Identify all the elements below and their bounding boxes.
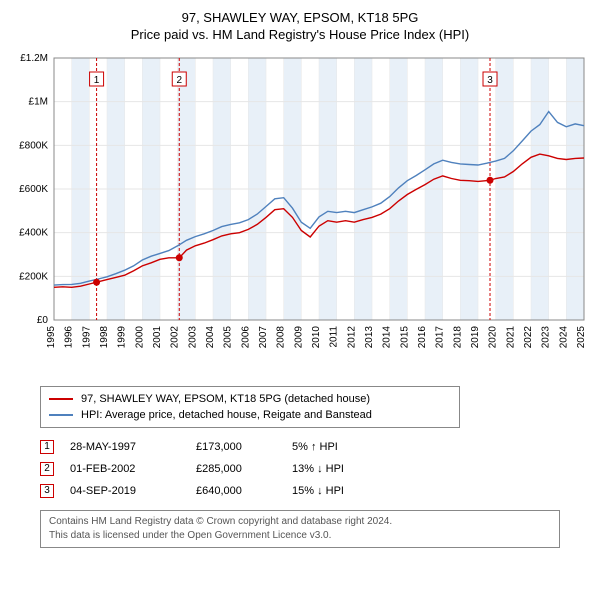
svg-text:2018: 2018 xyxy=(452,326,463,349)
svg-text:2020: 2020 xyxy=(488,326,499,349)
event-delta: 13% ↓ HPI xyxy=(292,458,402,480)
legend-row: 97, SHAWLEY WAY, EPSOM, KT18 5PG (detach… xyxy=(49,391,451,407)
svg-text:2008: 2008 xyxy=(276,326,287,349)
svg-text:2009: 2009 xyxy=(293,326,304,349)
svg-text:2001: 2001 xyxy=(152,326,163,349)
footer-line-2: This data is licensed under the Open Gov… xyxy=(49,529,551,543)
svg-text:2019: 2019 xyxy=(470,326,481,349)
svg-text:2007: 2007 xyxy=(258,326,269,349)
legend: 97, SHAWLEY WAY, EPSOM, KT18 5PG (detach… xyxy=(40,386,460,428)
svg-text:2016: 2016 xyxy=(417,326,428,349)
svg-text:1995: 1995 xyxy=(46,326,57,349)
svg-text:£800K: £800K xyxy=(19,140,48,151)
svg-text:2024: 2024 xyxy=(558,326,569,349)
svg-text:2023: 2023 xyxy=(541,326,552,349)
svg-text:2005: 2005 xyxy=(223,326,234,349)
svg-text:2002: 2002 xyxy=(170,326,181,349)
legend-label: HPI: Average price, detached house, Reig… xyxy=(81,407,372,423)
event-list: 1 28-MAY-1997 £173,000 5% ↑ HPI 2 01-FEB-2002… xyxy=(40,436,590,502)
svg-text:1: 1 xyxy=(94,75,100,86)
event-row: 1 28-MAY-1997 £173,000 5% ↑ HPI xyxy=(40,436,590,458)
svg-text:1996: 1996 xyxy=(64,326,75,349)
event-price: £285,000 xyxy=(196,458,276,480)
legend-swatch xyxy=(49,414,73,416)
footer-line-1: Contains HM Land Registry data © Crown c… xyxy=(49,515,551,529)
chart-svg: £0 £200K £400K £600K £800K £1M £1.2M 1995 1996 19… xyxy=(10,50,590,380)
svg-text:£1.2M: £1.2M xyxy=(20,53,48,64)
event-date: 28-MAY-1997 xyxy=(70,436,180,458)
svg-text:2004: 2004 xyxy=(205,326,216,349)
svg-text:2015: 2015 xyxy=(399,326,410,349)
legend-swatch xyxy=(49,398,73,400)
event-marker: 2 xyxy=(40,462,54,476)
event-row: 2 01-FEB-2002 £285,000 13% ↓ HPI xyxy=(40,458,590,480)
svg-text:2013: 2013 xyxy=(364,326,375,349)
svg-text:£0: £0 xyxy=(37,315,49,326)
svg-text:£600K: £600K xyxy=(19,184,48,195)
svg-text:£200K: £200K xyxy=(19,271,48,282)
event-marker: 3 xyxy=(40,484,54,498)
svg-text:2010: 2010 xyxy=(311,326,322,349)
svg-text:2017: 2017 xyxy=(435,326,446,349)
svg-text:2021: 2021 xyxy=(505,326,516,349)
event-date: 01-FEB-2002 xyxy=(70,458,180,480)
event-marker: 1 xyxy=(40,440,54,454)
chart-plot-area: £0 £200K £400K £600K £800K £1M £1.2M 1995 1996 19… xyxy=(10,50,590,380)
svg-text:2003: 2003 xyxy=(187,326,198,349)
svg-text:2022: 2022 xyxy=(523,326,534,349)
svg-text:2000: 2000 xyxy=(134,326,145,349)
legend-row: HPI: Average price, detached house, Reig… xyxy=(49,407,451,423)
chart-container: 97, SHAWLEY WAY, EPSOM, KT18 5PG Price p… xyxy=(0,0,600,558)
svg-text:1999: 1999 xyxy=(117,326,128,349)
event-delta: 15% ↓ HPI xyxy=(292,480,402,502)
svg-text:2014: 2014 xyxy=(382,326,393,349)
event-row: 3 04-SEP-2019 £640,000 15% ↓ HPI xyxy=(40,480,590,502)
svg-text:2: 2 xyxy=(176,75,182,86)
svg-text:1998: 1998 xyxy=(99,326,110,349)
svg-text:£400K: £400K xyxy=(19,228,48,239)
svg-text:2025: 2025 xyxy=(576,326,587,349)
event-date: 04-SEP-2019 xyxy=(70,480,180,502)
event-price: £173,000 xyxy=(196,436,276,458)
chart-subtitle: Price paid vs. HM Land Registry's House … xyxy=(10,27,590,42)
svg-text:£1M: £1M xyxy=(29,97,48,108)
attribution-footer: Contains HM Land Registry data © Crown c… xyxy=(40,510,560,548)
svg-text:1997: 1997 xyxy=(81,326,92,349)
svg-text:3: 3 xyxy=(487,75,493,86)
event-price: £640,000 xyxy=(196,480,276,502)
svg-text:2012: 2012 xyxy=(346,326,357,349)
svg-text:2011: 2011 xyxy=(329,326,340,348)
legend-label: 97, SHAWLEY WAY, EPSOM, KT18 5PG (detach… xyxy=(81,391,370,407)
chart-title: 97, SHAWLEY WAY, EPSOM, KT18 5PG xyxy=(10,10,590,25)
event-delta: 5% ↑ HPI xyxy=(292,436,402,458)
svg-text:2006: 2006 xyxy=(240,326,251,349)
